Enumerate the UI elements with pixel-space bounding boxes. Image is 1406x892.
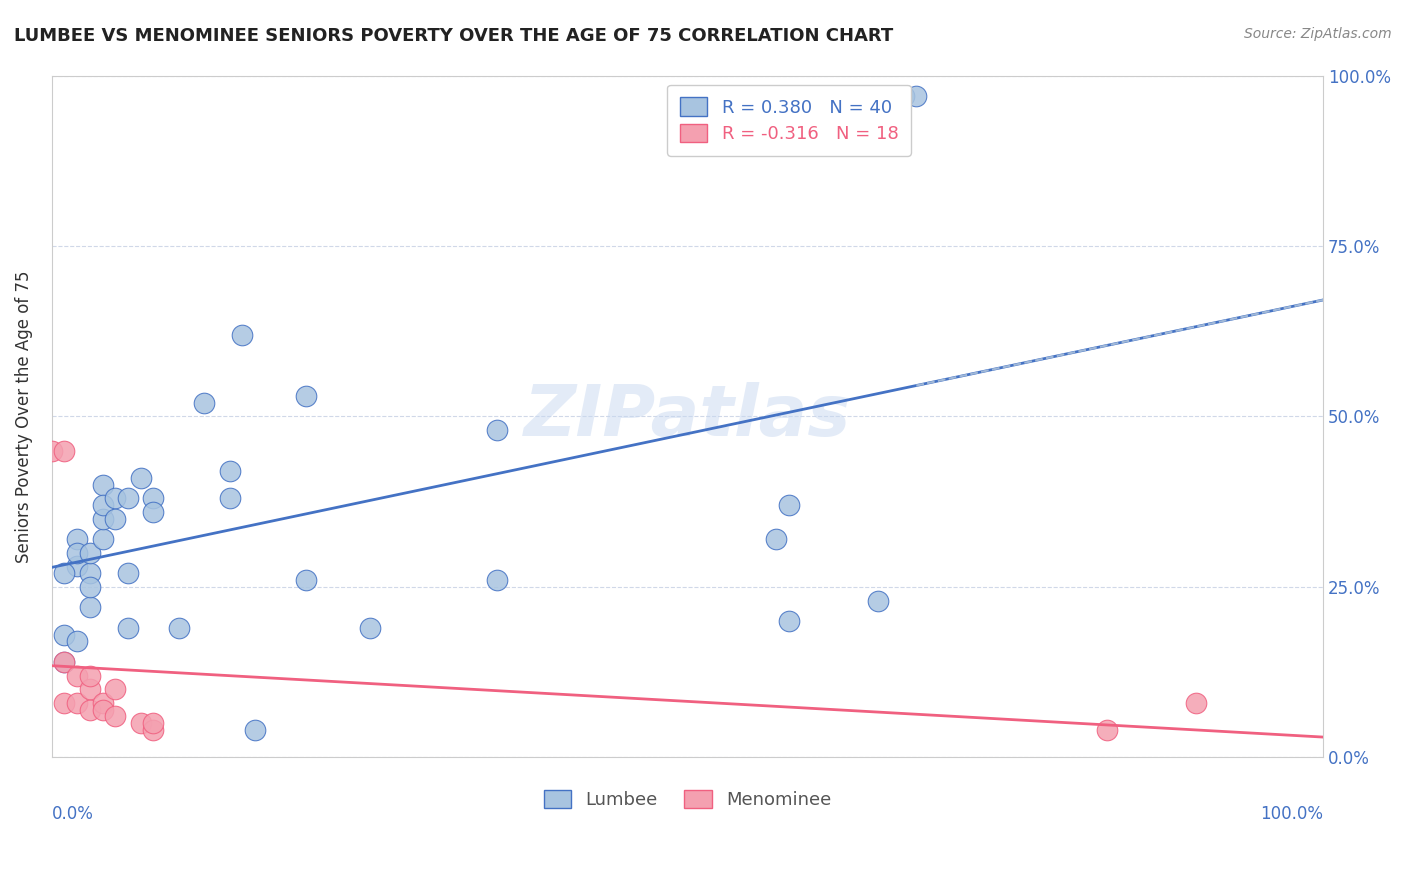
Point (91, 696, 114, 710)
Text: LUMBEE VS MENOMINEE SENIORS POVERTY OVER THE AGE OF 75 CORRELATION CHART: LUMBEE VS MENOMINEE SENIORS POVERTY OVER… (14, 27, 893, 45)
Point (53, 655, 76, 669)
Point (295, 389, 318, 403)
Point (905, 89, 928, 103)
Point (295, 573, 318, 587)
Legend: Lumbee, Menominee: Lumbee, Menominee (537, 783, 838, 816)
Point (91, 477, 114, 491)
Point (41, 443, 63, 458)
Point (53, 696, 76, 710)
Point (778, 614, 800, 628)
Point (218, 491, 240, 506)
Text: Source: ZipAtlas.com: Source: ZipAtlas.com (1244, 27, 1392, 41)
Point (66, 634, 89, 648)
Point (231, 327, 253, 342)
Point (66, 559, 89, 574)
Text: 0.0%: 0.0% (52, 805, 94, 823)
Point (79, 546, 101, 560)
Point (79, 682, 101, 697)
Point (53, 628, 76, 642)
Point (53, 566, 76, 581)
Point (53, 443, 76, 458)
Point (117, 491, 139, 506)
Point (117, 621, 139, 635)
Point (129, 471, 152, 485)
Text: 100.0%: 100.0% (1260, 805, 1323, 823)
Point (193, 396, 215, 410)
Point (243, 723, 266, 738)
Point (1095, 723, 1118, 738)
Point (129, 716, 152, 731)
Point (104, 491, 127, 506)
Point (66, 668, 89, 682)
Point (868, 593, 890, 607)
Point (104, 682, 127, 697)
Point (142, 716, 165, 731)
Point (778, 498, 800, 512)
Point (485, 423, 508, 437)
Point (66, 546, 89, 560)
Point (79, 600, 101, 615)
Point (66, 696, 89, 710)
Point (104, 709, 127, 723)
Point (91, 498, 114, 512)
Point (53, 655, 76, 669)
Point (91, 532, 114, 546)
Point (91, 512, 114, 526)
Point (104, 512, 127, 526)
Point (1185, 696, 1208, 710)
Text: ZIPatlas: ZIPatlas (524, 382, 851, 451)
Point (91, 703, 114, 717)
Point (142, 723, 165, 738)
Point (79, 566, 101, 581)
Point (167, 621, 190, 635)
Point (79, 668, 101, 682)
Y-axis label: Seniors Poverty Over the Age of 75: Seniors Poverty Over the Age of 75 (15, 270, 32, 563)
Point (218, 464, 240, 478)
Point (117, 566, 139, 581)
Point (142, 491, 165, 506)
Point (66, 532, 89, 546)
Point (142, 505, 165, 519)
Point (79, 703, 101, 717)
Point (485, 573, 508, 587)
Point (79, 580, 101, 594)
Point (893, 89, 915, 103)
Point (359, 621, 381, 635)
Point (765, 532, 787, 546)
